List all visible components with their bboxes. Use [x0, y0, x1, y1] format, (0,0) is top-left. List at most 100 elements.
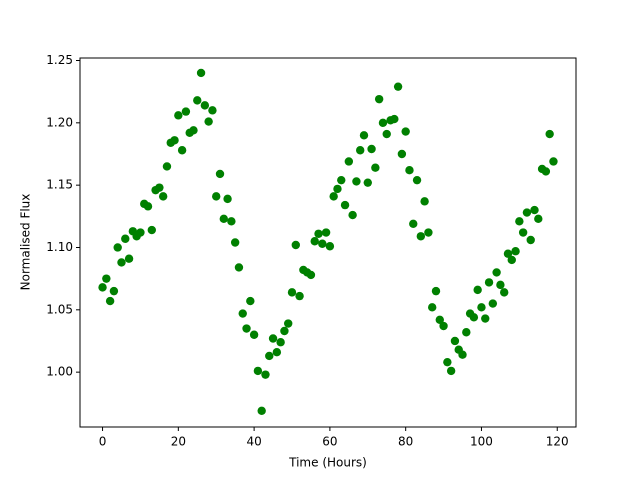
y-tick-label: 1.20	[46, 115, 73, 129]
point	[249, 330, 259, 339]
point	[234, 263, 244, 272]
point	[492, 268, 501, 277]
point	[272, 348, 282, 357]
point	[374, 94, 384, 104]
point	[473, 285, 482, 295]
point	[147, 225, 157, 235]
point	[511, 247, 520, 256]
point	[170, 136, 179, 145]
point	[306, 270, 316, 280]
point	[162, 162, 172, 171]
point	[458, 350, 467, 359]
point	[295, 291, 304, 301]
point	[390, 114, 399, 124]
point	[424, 228, 433, 237]
point	[204, 117, 213, 126]
point	[196, 68, 206, 78]
point	[363, 178, 372, 187]
point	[428, 303, 437, 312]
point	[177, 146, 187, 155]
point	[503, 249, 513, 258]
point	[469, 313, 479, 322]
point	[518, 228, 528, 237]
point	[499, 288, 509, 297]
point	[405, 165, 414, 175]
x-tick-label: 40	[246, 435, 261, 449]
point	[340, 200, 350, 210]
point	[496, 280, 505, 290]
point	[393, 82, 403, 91]
point	[208, 106, 217, 115]
point	[268, 334, 278, 343]
x-tick-label: 0	[99, 435, 107, 449]
point	[193, 96, 202, 105]
x-tick-label: 100	[470, 435, 493, 449]
point	[257, 406, 266, 415]
point	[121, 234, 130, 243]
point	[109, 286, 119, 296]
point	[280, 326, 289, 336]
point	[412, 175, 422, 185]
x-tick-label: 20	[171, 435, 186, 449]
point	[310, 237, 319, 246]
point	[158, 192, 168, 201]
point	[117, 258, 126, 267]
point	[212, 192, 221, 201]
point	[416, 232, 426, 241]
point	[242, 324, 251, 333]
y-tick-label: 1.25	[46, 53, 73, 67]
point	[446, 366, 456, 376]
y-tick-label: 1.05	[46, 302, 73, 316]
point	[333, 184, 342, 194]
point	[462, 328, 471, 337]
point	[143, 202, 153, 211]
point	[105, 296, 115, 306]
point	[420, 197, 429, 206]
point	[488, 299, 498, 308]
point	[284, 319, 293, 328]
point	[534, 214, 543, 224]
point	[314, 229, 323, 238]
point	[219, 214, 228, 224]
x-axis-label: Time (Hours)	[288, 456, 367, 470]
point	[124, 254, 134, 263]
point	[223, 194, 232, 204]
point	[98, 283, 107, 292]
point	[238, 309, 247, 318]
point	[526, 235, 535, 245]
point	[356, 146, 365, 155]
point	[276, 338, 285, 347]
point	[265, 351, 274, 361]
point	[246, 296, 255, 306]
point	[291, 240, 300, 250]
point	[401, 127, 410, 136]
point	[359, 131, 369, 140]
x-tick-label: 80	[398, 435, 413, 449]
point	[409, 219, 418, 229]
point	[215, 169, 225, 179]
point	[371, 163, 380, 172]
y-axis-label: Normalised Flux	[19, 194, 33, 291]
point	[477, 303, 486, 312]
point	[287, 288, 297, 297]
point	[439, 321, 448, 331]
point	[481, 314, 490, 323]
point	[136, 228, 145, 237]
point	[382, 129, 391, 139]
point	[174, 111, 183, 120]
point	[522, 208, 532, 217]
x-tick-label: 60	[322, 435, 337, 449]
point	[515, 217, 524, 226]
plot-frame	[79, 57, 577, 428]
point	[545, 129, 554, 139]
point	[530, 205, 539, 215]
x-tick-label: 120	[546, 435, 569, 449]
point	[325, 242, 335, 251]
y-tick-label: 1.15	[46, 178, 73, 192]
point	[189, 126, 198, 135]
point	[318, 239, 327, 248]
point	[507, 255, 516, 265]
point	[352, 177, 361, 186]
point	[450, 336, 460, 346]
point	[443, 357, 452, 367]
